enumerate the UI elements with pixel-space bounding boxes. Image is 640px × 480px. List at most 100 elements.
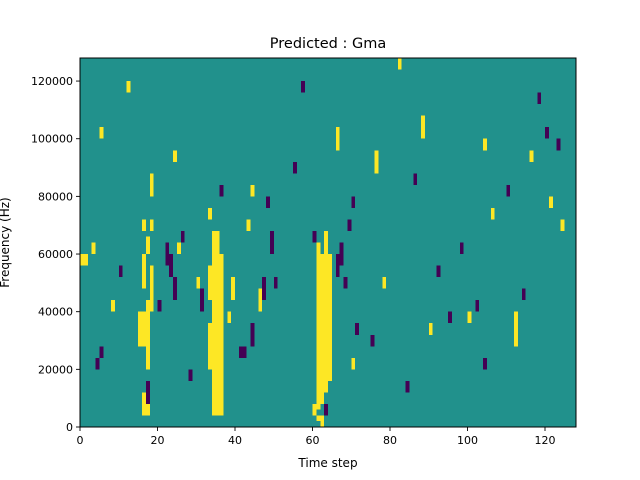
y-axis-label: Frequency (Hz) xyxy=(0,197,12,288)
heatmap-cell-high xyxy=(219,254,224,416)
heatmap-cell-low xyxy=(475,300,480,312)
x-tick-label: 60 xyxy=(306,434,320,447)
heatmap-cell-low xyxy=(483,357,487,370)
heatmap-cell-high xyxy=(231,277,235,301)
heatmap-cell-high xyxy=(324,230,328,393)
heatmap-cell-low xyxy=(219,184,224,197)
heatmap-cell-high xyxy=(514,311,518,347)
heatmap-cell-low xyxy=(556,138,561,151)
y-tick-label: 120000 xyxy=(31,75,73,88)
heatmap-cell-high xyxy=(145,236,150,255)
y-tick-label: 0 xyxy=(66,421,73,434)
heatmap-cell-low xyxy=(448,311,452,324)
heatmap-cell-low xyxy=(324,403,328,416)
heatmap-cell-high xyxy=(246,219,251,231)
heatmap-cell-high xyxy=(328,254,332,381)
heatmap-cell-high xyxy=(149,219,154,231)
heatmap-cell-low xyxy=(250,323,255,347)
heatmap-cell-high xyxy=(142,392,146,416)
heatmap-cell-high xyxy=(529,150,534,162)
heatmap-cell-high xyxy=(548,196,553,208)
heatmap-cell-high xyxy=(316,415,321,422)
heatmap-cell-high xyxy=(397,58,402,70)
heatmap-cell-low xyxy=(339,242,344,266)
heatmap-cell-low xyxy=(413,173,418,185)
heatmap-cell-low xyxy=(300,81,305,93)
heatmap-cell-high xyxy=(99,127,104,139)
heatmap-cell-low xyxy=(537,92,542,105)
heatmap-cell-high xyxy=(207,323,212,370)
x-tick-label: 40 xyxy=(228,434,242,447)
heatmap-cell-low xyxy=(436,265,441,278)
heatmap-cell-low xyxy=(273,277,278,289)
heatmap-cell-low xyxy=(347,219,352,231)
heatmap-cell-high xyxy=(142,254,146,289)
x-tick-label: 80 xyxy=(383,434,397,447)
heatmap-cell-low xyxy=(545,127,549,139)
heatmap-cell-high xyxy=(145,300,150,370)
heatmap-cell-low xyxy=(157,300,162,312)
x-tick-label: 120 xyxy=(535,434,556,447)
y-tick-label: 60000 xyxy=(38,248,73,261)
chart-title: Predicted : Gma xyxy=(270,36,386,52)
heatmap-cell-high xyxy=(467,311,472,324)
heatmap-cell-low xyxy=(173,277,177,301)
heatmap-cell-low xyxy=(370,334,375,347)
y-tick-label: 40000 xyxy=(38,306,73,319)
heatmap-cell-high xyxy=(91,242,96,255)
heatmap-cell-low xyxy=(269,230,274,255)
heatmap-cell-high xyxy=(83,254,88,266)
heatmap-cell-low xyxy=(165,242,170,266)
y-tick-label: 20000 xyxy=(38,363,73,376)
heatmap-cell-high xyxy=(351,357,356,370)
heatmap-cell-high xyxy=(250,184,255,197)
x-axis: 0 20 40 60 80 100 120 xyxy=(77,427,556,447)
heatmap-cell-low xyxy=(118,265,123,278)
heatmap-cell-high xyxy=(176,242,181,255)
heatmap-cell-high xyxy=(111,300,115,312)
heatmap-cell-low xyxy=(266,196,270,208)
heatmap-cell-low xyxy=(242,346,247,358)
heatmap-cell-low xyxy=(521,288,526,301)
heatmap-cell-high xyxy=(312,403,317,416)
heatmap-cell-high xyxy=(258,288,263,312)
y-axis: 0 20000 40000 60000 80000 100000 120000 xyxy=(31,75,80,434)
heatmap-cell-high xyxy=(196,277,201,289)
heatmap-cell-low xyxy=(405,380,410,393)
heatmap-cell-low xyxy=(95,357,100,370)
heatmap-cell-high xyxy=(142,219,146,231)
heatmap-cell-low xyxy=(312,230,317,243)
heatmap-cell-high xyxy=(316,242,321,410)
heatmap-cell-low xyxy=(335,254,340,278)
x-tick-label: 0 xyxy=(77,434,84,447)
heatmap-cell-low xyxy=(188,369,193,381)
heatmap-cell-high xyxy=(138,311,142,347)
heatmap-cell-low xyxy=(145,380,150,404)
heatmap-cell-high xyxy=(126,81,131,93)
heatmap-cells xyxy=(80,58,576,427)
heatmap-cell-high xyxy=(80,254,84,266)
plot-frame xyxy=(79,57,577,428)
heatmap-cell-high xyxy=(428,323,433,335)
heatmap-cell-low xyxy=(293,161,297,174)
heatmap-cell-high xyxy=(490,207,495,220)
heatmap-cell-low xyxy=(343,277,348,289)
heatmap-cell-low xyxy=(355,323,359,335)
heatmap-cell-high xyxy=(207,265,212,301)
heatmap-cell-high xyxy=(320,415,325,427)
x-tick-label: 20 xyxy=(151,434,165,447)
heatmap-cell-high xyxy=(173,150,177,162)
heatmap-cell-high xyxy=(335,127,340,151)
heatmap-cell-high xyxy=(207,207,212,220)
heatmap-cell-low xyxy=(180,230,185,243)
heatmap-cell-low xyxy=(506,184,511,197)
heatmap-cell-low xyxy=(351,196,356,208)
x-axis-label: Time step xyxy=(297,456,357,470)
heatmap-cell-low xyxy=(200,288,204,312)
heatmap-cell-high xyxy=(382,277,387,289)
y-tick-label: 100000 xyxy=(31,133,73,146)
heatmap-cell-high xyxy=(483,138,487,151)
heatmap-cell-high xyxy=(142,311,146,347)
y-tick-label: 80000 xyxy=(38,190,73,203)
